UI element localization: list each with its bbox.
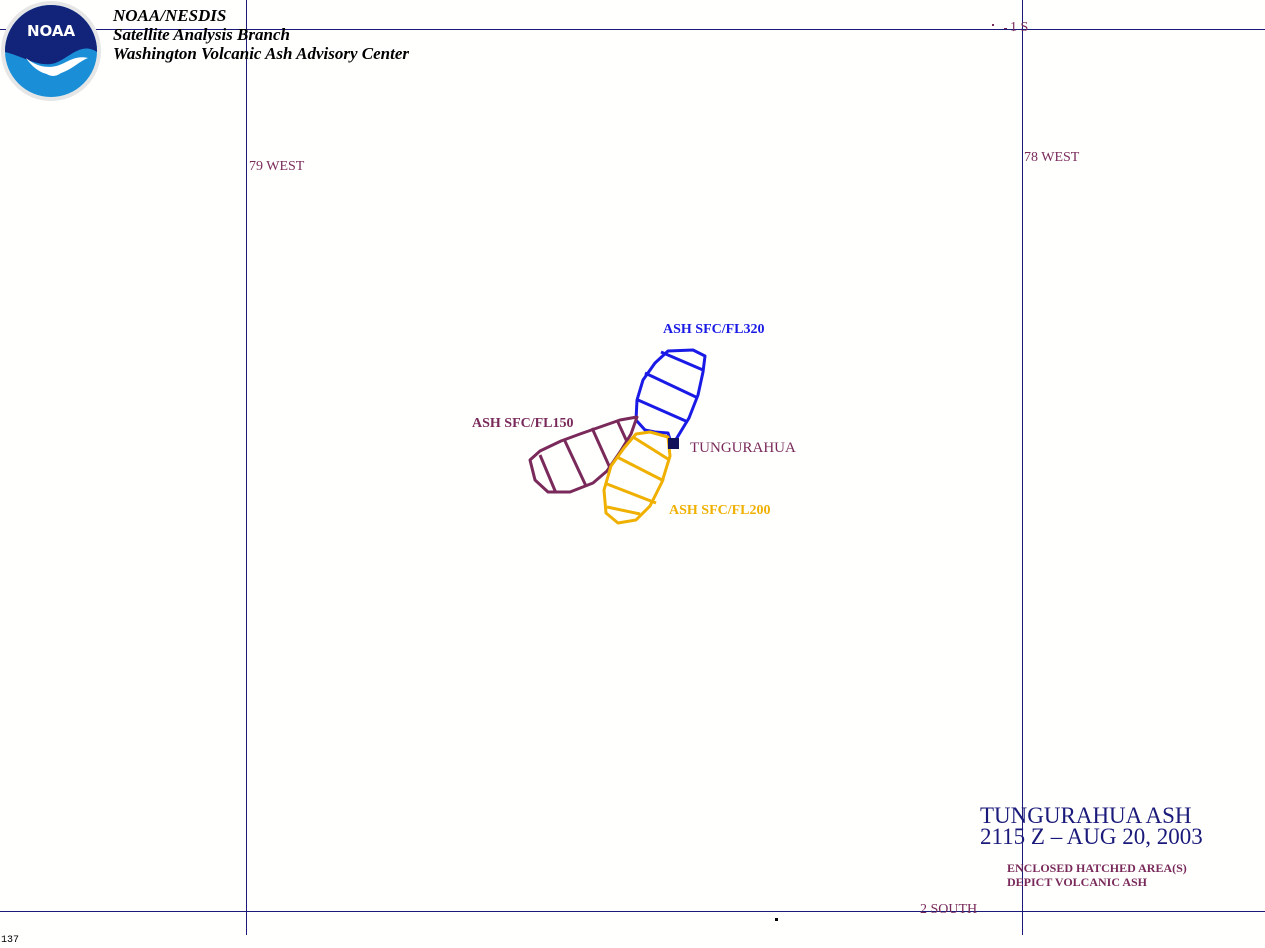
map-time: 2115 Z – AUG 20, 2003 — [980, 824, 1203, 849]
noaa-logo: NOAA — [1, 1, 101, 101]
volcano-label: TUNGURAHUA — [690, 440, 796, 456]
frame-number: 137 — [1, 935, 20, 946]
logo-text: NOAA — [27, 22, 76, 40]
lon-label-79w: 79 WEST — [249, 159, 305, 174]
header-agency: NOAA/NESDIS — [113, 6, 227, 25]
lat-label-1s: 1 S — [1010, 20, 1029, 35]
grid-dot-mark — [775, 918, 778, 921]
lon-label-78w: 78 WEST — [1024, 150, 1080, 165]
ash-area-fl200 — [602, 430, 672, 525]
ash-label-fl320: ASH SFC/FL320 — [663, 322, 765, 337]
header-center: Washington Volcanic Ash Advisory Center — [113, 44, 409, 63]
ash-label-fl150: ASH SFC/FL150 — [472, 416, 574, 431]
lat-label-2s: 2 SOUTH — [920, 902, 978, 917]
grid-tick-mark — [992, 24, 994, 26]
header-branch: Satellite Analysis Branch — [113, 25, 290, 44]
ash-label-fl200: ASH SFC/FL200 — [669, 503, 771, 518]
grid-tick-mark — [1004, 28, 1007, 29]
map-title: TUNGURAHUA ASH — [980, 803, 1192, 828]
legend-note-line2: DEPICT VOLCANIC ASH — [1007, 875, 1148, 889]
legend-note-line1: ENCLOSED HATCHED AREA(S) — [1007, 861, 1187, 875]
volcano-marker — [668, 438, 679, 449]
